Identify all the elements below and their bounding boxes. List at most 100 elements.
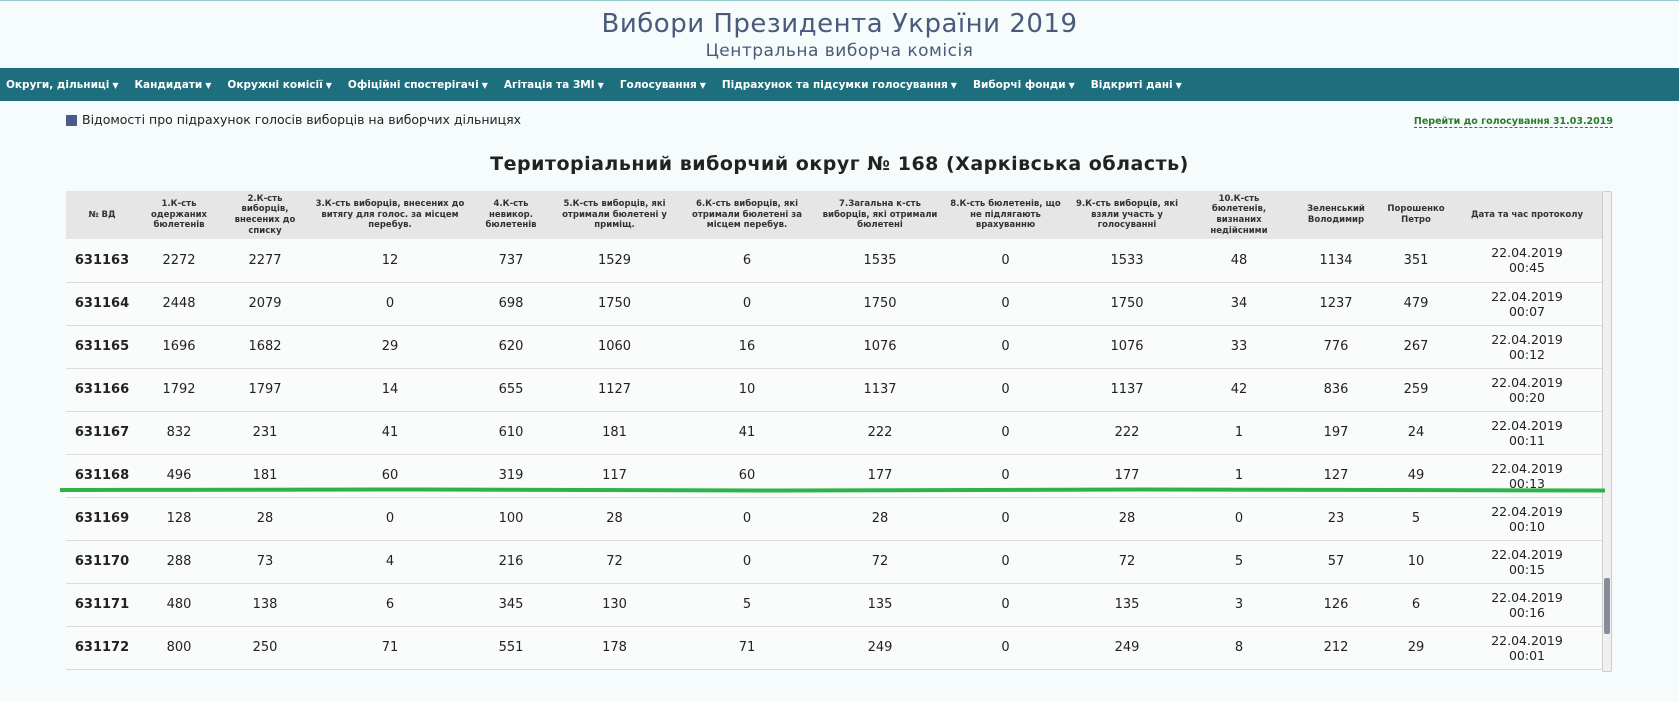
- table-cell: 351: [1380, 239, 1452, 283]
- protocol-date: 22.04.2019: [1491, 503, 1563, 519]
- table-cell: 0: [943, 626, 1068, 670]
- protocol-date: 22.04.2019: [1491, 331, 1563, 347]
- results-table-container[interactable]: № ВД 1.К-сть одержаних бюлетенів 2.К-сть в…: [66, 191, 1612, 672]
- table-scrollbar[interactable]: [1602, 191, 1612, 672]
- table-cell: 1750: [552, 282, 677, 326]
- table-cell: 1134: [1292, 239, 1380, 283]
- table-cell: 28: [1068, 497, 1186, 541]
- table-cell: 181: [552, 411, 677, 455]
- column-header: 4.К-сть невикор. бюлетенів: [470, 191, 552, 239]
- table-cell: 48: [1186, 239, 1292, 283]
- table-cell: 1137: [1068, 368, 1186, 412]
- nav-item-1[interactable]: Округи, дільниці ▼: [6, 79, 118, 91]
- table-cell: 250: [220, 626, 310, 670]
- table-cell: 126: [1292, 583, 1380, 627]
- caret-down-icon: ▼: [325, 80, 332, 90]
- protocol-date: 22.04.2019: [1491, 417, 1563, 433]
- table-cell: 127: [1292, 454, 1380, 498]
- table-body: 631163 2272 2277 12 737 1529 6 1535 0 1533 48 1134 3…: [66, 239, 1602, 670]
- column-header: 10.К-сть бюлетенів, визнаних недійсними: [1186, 191, 1292, 239]
- table-cell: 8: [1186, 626, 1292, 670]
- table-cell: 71: [310, 626, 470, 670]
- table-cell: 34: [1186, 282, 1292, 326]
- nav-item-6[interactable]: Голосування ▼: [620, 79, 706, 91]
- table-cell: 23: [1292, 497, 1380, 541]
- protocol-datetime: 22.04.2019 00:13: [1452, 454, 1602, 498]
- table-cell: 1682: [220, 325, 310, 369]
- table-cell: 1: [1186, 411, 1292, 455]
- table-row: 631171 480 138 6 345 130 5 135 0 135 3 126 6 22.04.20…: [66, 583, 1602, 627]
- table-cell: 1076: [817, 325, 943, 369]
- table-cell: 2277: [220, 239, 310, 283]
- table-cell: 42: [1186, 368, 1292, 412]
- table-cell: 1535: [817, 239, 943, 283]
- column-header: Зеленський Володимир: [1292, 191, 1380, 239]
- table-cell: 620: [470, 325, 552, 369]
- nav-item-4[interactable]: Офіційні спостерігачі ▼: [348, 79, 488, 91]
- table-cell: 197: [1292, 411, 1380, 455]
- table-cell: 2448: [138, 282, 220, 326]
- table-cell: 0: [943, 282, 1068, 326]
- table-cell: 345: [470, 583, 552, 627]
- nav-item-8[interactable]: Виборчі фонди ▼: [973, 79, 1075, 91]
- column-header: 3.К-сть виборців, внесених до витягу для…: [310, 191, 470, 239]
- table-cell: 0: [677, 282, 817, 326]
- polling-station-id: 631167: [66, 411, 138, 455]
- protocol-datetime: 22.04.2019 00:11: [1452, 411, 1602, 455]
- table-cell: 222: [817, 411, 943, 455]
- table-cell: 319: [470, 454, 552, 498]
- table-cell: 2272: [138, 239, 220, 283]
- protocol-date: 22.04.2019: [1491, 288, 1563, 304]
- table-cell: 28: [552, 497, 677, 541]
- table-cell: 249: [1068, 626, 1186, 670]
- table-cell: 212: [1292, 626, 1380, 670]
- nav-item-9[interactable]: Відкриті дані ▼: [1091, 79, 1182, 91]
- table-cell: 60: [677, 454, 817, 498]
- table-cell: 1060: [552, 325, 677, 369]
- protocol-time: 00:20: [1508, 389, 1546, 405]
- site-title: Вибори Президента України 2019: [601, 9, 1078, 39]
- table-cell: 0: [943, 325, 1068, 369]
- protocol-time: 00:01: [1508, 647, 1546, 663]
- table-cell: 737: [470, 239, 552, 283]
- table-cell: 698: [470, 282, 552, 326]
- protocol-datetime: 22.04.2019 00:16: [1452, 583, 1602, 627]
- table-cell: 0: [943, 540, 1068, 584]
- nav-item-5[interactable]: Агітація та ЗМІ ▼: [504, 79, 604, 91]
- table-cell: 12: [310, 239, 470, 283]
- nav-item-3[interactable]: Окружні комісії ▼: [227, 79, 331, 91]
- table-row: 631169 128 28 0 100 28 0 28 0 28 0 23 5 22.04.2019 00:…: [66, 497, 1602, 541]
- table-cell: 496: [138, 454, 220, 498]
- table-cell: 5: [1186, 540, 1292, 584]
- scrollbar-thumb[interactable]: [1604, 578, 1610, 634]
- table-cell: 216: [470, 540, 552, 584]
- table-cell: 100: [470, 497, 552, 541]
- protocol-date: 22.04.2019: [1491, 245, 1563, 261]
- table-cell: 1076: [1068, 325, 1186, 369]
- table-cell: 138: [220, 583, 310, 627]
- table-cell: 33: [1186, 325, 1292, 369]
- table-cell: 832: [138, 411, 220, 455]
- caret-down-icon: ▼: [1175, 80, 1182, 90]
- table-cell: 2079: [220, 282, 310, 326]
- table-row: 631168 496 181 60 319 117 60 177 0 177 1 127 49 22.04…: [66, 454, 1602, 498]
- nav-item-7[interactable]: Підрахунок та підсумки голосування ▼: [722, 79, 957, 91]
- table-cell: 1750: [1068, 282, 1186, 326]
- goto-voting-link[interactable]: Перейти до голосування 31.03.2019: [1413, 116, 1613, 128]
- table-cell: 655: [470, 368, 552, 412]
- table-cell: 128: [138, 497, 220, 541]
- table-row: 631163 2272 2277 12 737 1529 6 1535 0 1533 48 1134 3…: [66, 239, 1602, 283]
- protocol-date: 22.04.2019: [1491, 632, 1563, 648]
- nav-item-label: Відкриті дані: [1090, 78, 1173, 91]
- protocol-datetime: 22.04.2019 00:01: [1452, 626, 1602, 670]
- nav-item-2[interactable]: Кандидати ▼: [134, 79, 211, 91]
- column-header: 7.Загальна к-сть виборців, які отримали …: [817, 191, 943, 239]
- protocol-time: 00:45: [1508, 260, 1546, 276]
- table-cell: 0: [310, 497, 470, 541]
- column-header: № ВД: [66, 191, 138, 239]
- table-cell: 5: [1380, 497, 1452, 541]
- table-cell: 181: [220, 454, 310, 498]
- nav-item-label: Офіційні спостерігачі: [347, 78, 479, 91]
- caret-down-icon: ▼: [699, 80, 706, 90]
- table-cell: 480: [138, 583, 220, 627]
